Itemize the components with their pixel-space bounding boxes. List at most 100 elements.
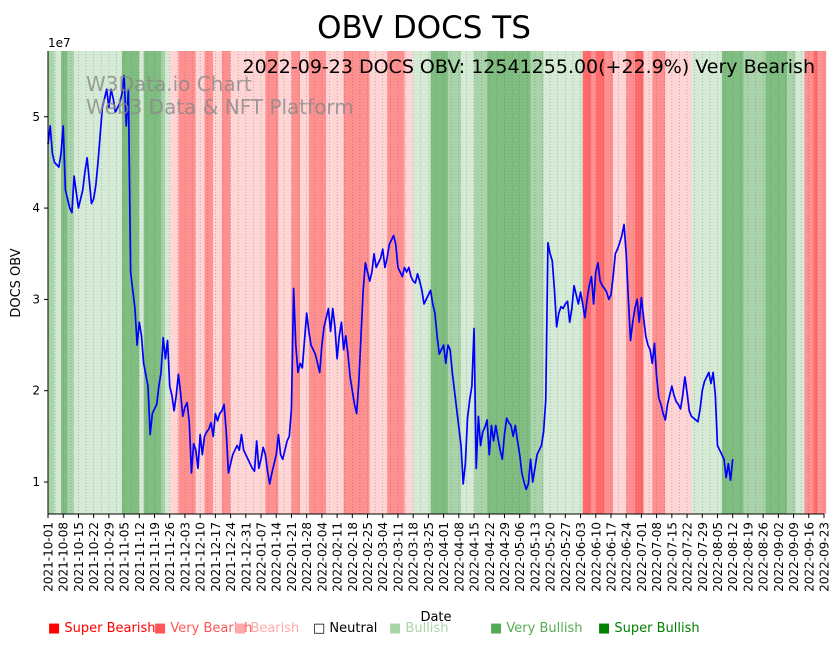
legend-neutral: □ Neutral [313, 621, 378, 636]
legend-very-bearish: ■ Very Bearish [154, 621, 253, 636]
x-tick-label: 2021-10-29 [102, 522, 116, 592]
y-axis-label: DOCS OBV [9, 248, 24, 317]
x-tick-label: 2022-06-10 [589, 522, 603, 592]
chart-title: OBV DOCS TS [317, 10, 531, 46]
signal-band-27 [413, 51, 431, 514]
signal-band-49 [765, 51, 788, 514]
x-tick-label: 2022-03-11 [391, 522, 405, 592]
signal-band-13 [204, 51, 214, 514]
signal-band-9 [165, 51, 170, 514]
y-tick-labels: 1 2 3 4 5 [32, 110, 48, 489]
legend: ■ Super Bearish ■ Very Bearish ■ Bearish… [48, 621, 838, 641]
signal-band-16 [230, 51, 266, 514]
x-tick-label: 2022-03-25 [422, 522, 436, 592]
legend-super-bullish: ■ Super Bullish [598, 621, 700, 636]
signal-band-24 [369, 51, 388, 514]
x-tick-label: 2022-05-27 [559, 522, 573, 592]
x-tick-label: 2022-07-22 [681, 522, 695, 592]
signal-band-42 [634, 51, 644, 514]
y-tick-label: 2 [32, 384, 40, 398]
series-layer [47, 74, 734, 491]
axes [47, 51, 824, 515]
x-tick-label: 2022-02-04 [315, 522, 329, 592]
x-tick-label: 2022-09-16 [802, 522, 816, 592]
x-tick-label: 2022-09-02 [772, 522, 786, 592]
signal-band-36 [582, 51, 592, 514]
signal-band-21 [308, 51, 327, 514]
x-tick-label: 2022-01-07 [255, 522, 269, 592]
status-annotation: 2022-09-23 DOCS OBV: 12541255.00(+22.9%)… [243, 56, 815, 78]
watermark-line-2: Web3 Data & NFT Platform [86, 95, 354, 119]
x-tick-label: 2021-11-05 [118, 522, 132, 592]
signal-band-26 [404, 51, 414, 514]
y-tick-label: 3 [32, 292, 40, 306]
signal-band-17 [265, 51, 279, 514]
signal-band-5 [121, 51, 140, 514]
signal-band-54 [817, 51, 827, 514]
signal-band-40 [613, 51, 627, 514]
signal-band-23 [343, 51, 370, 514]
x-tick-label: 2022-05-13 [528, 522, 542, 592]
y-tick-label: 5 [32, 110, 40, 124]
signal-band-6 [139, 51, 144, 514]
legend-super-bearish: ■ Super Bearish [48, 621, 156, 636]
x-tick-label: 2022-04-01 [437, 522, 451, 592]
y-tick-label: 4 [32, 201, 40, 215]
signal-band-15 [221, 51, 231, 514]
signal-band-10 [169, 51, 179, 514]
signal-band-18 [278, 51, 292, 514]
x-axis-label: Date [420, 610, 451, 625]
x-tick-label: 2022-05-20 [544, 522, 558, 592]
signal-band-31 [474, 51, 488, 514]
signal-band-22 [326, 51, 344, 514]
x-tick-label: 2022-03-18 [407, 522, 421, 592]
signal-band-32 [487, 51, 531, 514]
signal-band-4 [74, 51, 122, 514]
x-tick-label: 2022-07-15 [665, 522, 679, 592]
grid-lines [47, 51, 825, 514]
signal-band-50 [787, 51, 796, 514]
x-tick-label: 2022-06-03 [574, 522, 588, 592]
signal-band-0 [48, 51, 55, 514]
signal-band-45 [665, 51, 692, 514]
x-tick-label: 2022-08-12 [726, 522, 740, 592]
signal-band-35 [569, 51, 583, 514]
x-tick-label: 2022-06-24 [620, 522, 634, 592]
signal-band-1 [54, 51, 62, 514]
x-tick-label: 2021-12-03 [178, 522, 192, 592]
x-tick-label: 2022-07-29 [696, 522, 710, 592]
signal-band-14 [213, 51, 222, 514]
x-tick-label: 2021-12-24 [224, 522, 238, 592]
x-tick-label: 2021-10-15 [72, 522, 86, 592]
x-tick-label: 2021-12-31 [239, 522, 253, 592]
signal-band-19 [291, 51, 301, 514]
x-tick-label: 2022-04-22 [483, 522, 497, 592]
x-tick-label: 2022-09-23 [818, 522, 832, 592]
signal-bands [48, 51, 827, 514]
x-tick-label: 2021-10-01 [42, 522, 56, 592]
signal-band-2 [61, 51, 68, 514]
legend-very-bullish: ■ Very Bullish [490, 621, 583, 636]
x-tick-label: 2022-08-19 [741, 522, 755, 592]
x-tick-label: 2022-06-17 [604, 522, 618, 592]
signal-band-39 [604, 51, 614, 514]
x-tick-label: 2022-02-11 [331, 522, 345, 592]
signal-band-11 [178, 51, 196, 514]
x-tick-label: 2021-12-10 [194, 522, 208, 592]
x-tick-label: 2022-04-08 [452, 522, 466, 592]
x-tick-label: 2022-08-26 [757, 522, 771, 592]
signal-band-29 [447, 51, 461, 514]
x-tick-label: 2022-04-15 [468, 522, 482, 592]
signal-band-44 [652, 51, 666, 514]
x-tick-label: 2022-01-14 [270, 522, 284, 592]
x-tick-label: 2022-08-05 [711, 522, 725, 592]
x-tick-label: 2021-11-19 [148, 522, 162, 592]
y-multiplier-label: 1e7 [48, 36, 71, 50]
signal-band-20 [300, 51, 309, 514]
x-tick-label: 2021-10-08 [57, 522, 71, 592]
x-tick-label: 2022-02-18 [346, 522, 360, 592]
y-tick-label: 1 [32, 475, 40, 489]
x-tick-label: 2021-10-22 [87, 522, 101, 592]
signal-band-8 [161, 51, 166, 514]
